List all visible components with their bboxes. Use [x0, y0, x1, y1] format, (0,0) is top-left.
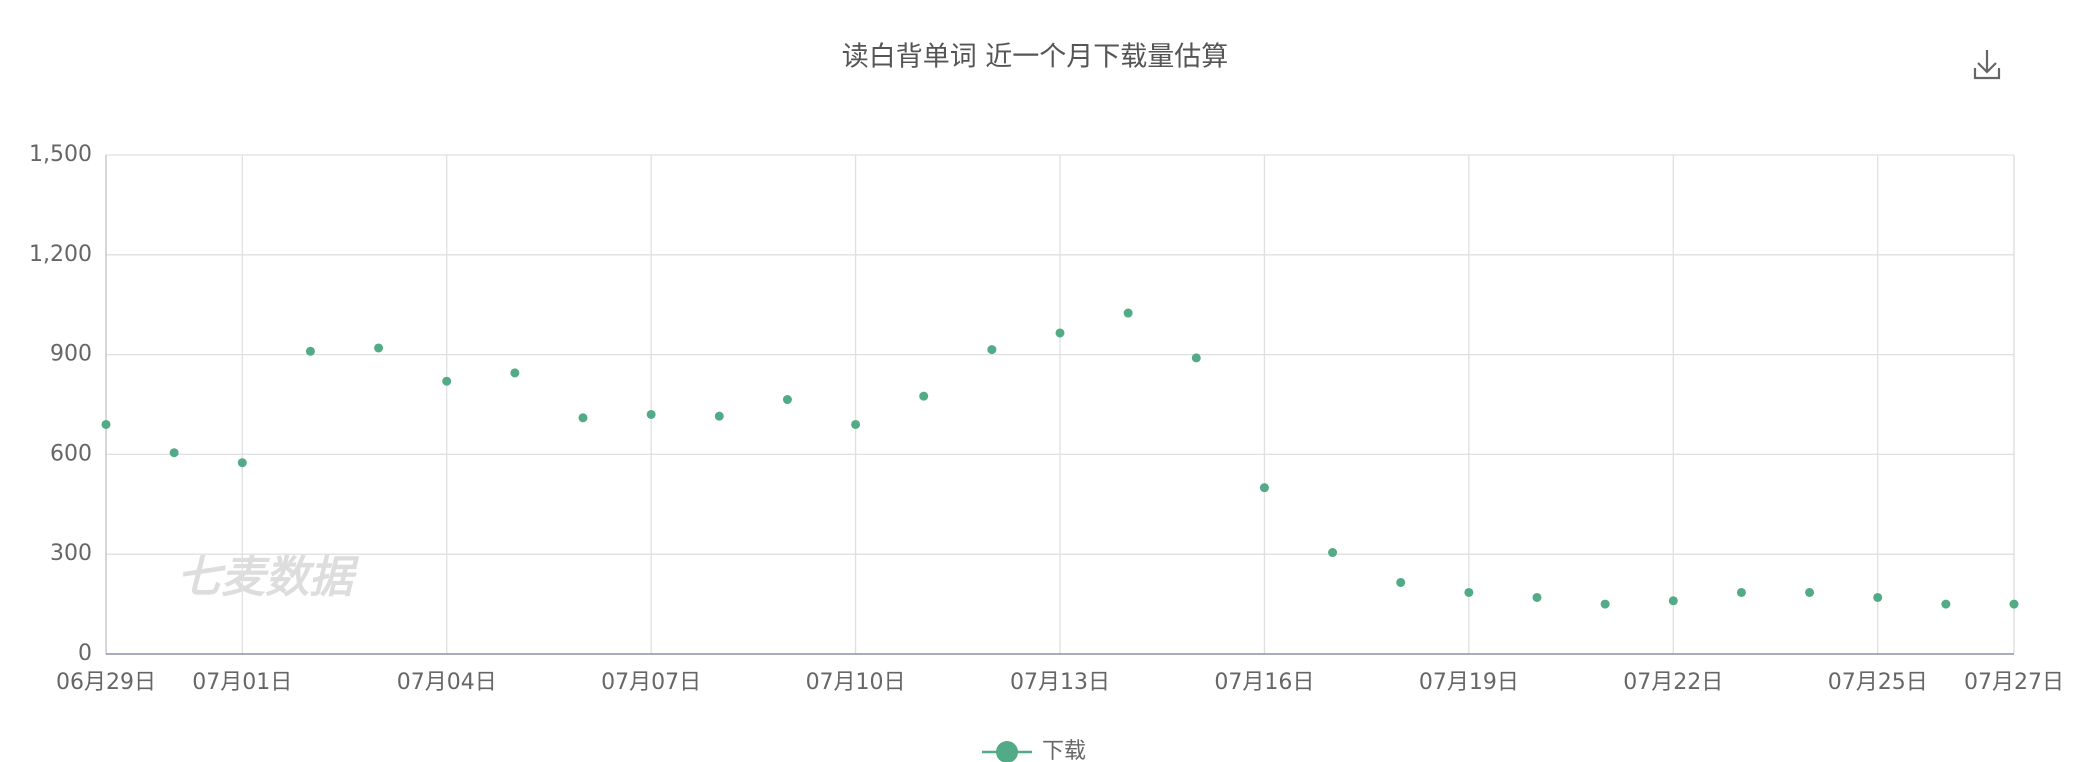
point [1328, 548, 1338, 558]
x-tick-label: 07月22日 [1623, 670, 1723, 695]
x-tick-label: 07月01日 [192, 670, 292, 695]
point [1055, 328, 1065, 338]
point [1464, 587, 1474, 597]
watermark: 七麦数据 [177, 552, 360, 603]
point [987, 345, 997, 355]
point [169, 448, 179, 458]
legend-label: 下载 [1042, 739, 1086, 762]
x-tick-label: 07月25日 [1828, 670, 1928, 695]
point [1873, 592, 1883, 602]
point [714, 411, 724, 421]
point [442, 376, 452, 386]
point [237, 458, 247, 468]
chart-title: 读白背单词 近一个月下载量估算 [842, 42, 1229, 73]
x-tick-label: 07月19日 [1419, 670, 1519, 695]
point [782, 395, 792, 405]
point [851, 419, 861, 429]
point [1123, 308, 1133, 318]
y-tick-label: 1,200 [29, 242, 92, 267]
y-tick-label: 600 [50, 441, 92, 466]
point [1805, 587, 1815, 597]
point [1941, 599, 1951, 609]
point [646, 409, 656, 419]
x-tick-label: 07月04日 [397, 670, 497, 695]
point [1259, 483, 1269, 493]
y-tick-label: 900 [50, 342, 92, 367]
point [1396, 577, 1406, 587]
x-tick-label: 07月13日 [1010, 670, 1110, 695]
y-tick-label: 0 [78, 641, 92, 666]
point [101, 419, 111, 429]
x-tick-label: 07月27日 [1964, 670, 2064, 695]
point [1191, 353, 1201, 363]
x-tick-label: 06月29日 [56, 670, 156, 695]
point [2009, 599, 2019, 609]
point [919, 391, 929, 401]
x-tick-label: 07月10日 [806, 670, 906, 695]
point [305, 346, 315, 356]
point [1668, 596, 1678, 606]
point [1600, 599, 1610, 609]
point [510, 368, 520, 378]
legend-marker [996, 741, 1018, 762]
point [1532, 592, 1542, 602]
point [1736, 587, 1746, 597]
x-tick-label: 07月16日 [1214, 670, 1314, 695]
y-tick-label: 300 [50, 541, 92, 566]
download-button[interactable] [1973, 50, 2001, 80]
point [578, 413, 588, 423]
y-tick-label: 1,500 [29, 142, 92, 167]
x-tick-label: 07月07日 [601, 670, 701, 695]
point [374, 343, 384, 353]
